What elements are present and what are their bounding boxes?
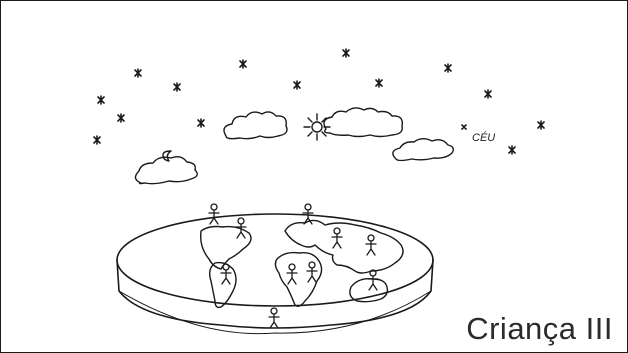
stick-figure-icon xyxy=(221,264,231,284)
stick-figure-icon xyxy=(366,235,376,255)
stick-figure-icon xyxy=(269,308,279,328)
people-group xyxy=(209,204,378,328)
star-icon xyxy=(343,49,349,57)
star-icon xyxy=(174,83,180,91)
cloud-icon xyxy=(393,139,454,161)
star-icon xyxy=(118,114,124,122)
cloud-icon xyxy=(135,157,197,184)
stick-figure-icon xyxy=(209,204,219,224)
star-icon xyxy=(538,121,544,129)
cloud-icon xyxy=(324,108,402,137)
star-icon xyxy=(509,146,515,154)
sky-label: CÉU xyxy=(472,131,495,144)
star-icon xyxy=(376,79,382,87)
drawing-caption: Criança III xyxy=(466,311,613,346)
cloud-icon xyxy=(224,112,287,139)
stars-group xyxy=(94,49,544,154)
star-icon xyxy=(485,90,491,98)
africa-continent xyxy=(275,253,321,307)
star-icon xyxy=(198,119,204,127)
stick-figure-icon xyxy=(332,228,342,248)
stick-figure-icon xyxy=(303,204,313,224)
earth-disc xyxy=(117,214,433,334)
moon-icon xyxy=(163,151,171,161)
stick-figure-icon xyxy=(368,270,378,290)
stick-figure-icon xyxy=(236,218,246,238)
star-icon xyxy=(135,69,141,77)
star-icon xyxy=(94,136,100,144)
star-icon xyxy=(445,64,451,72)
star-icon xyxy=(98,96,104,104)
stick-figure-icon xyxy=(287,264,297,284)
continents-group xyxy=(201,220,403,307)
stick-figure-icon xyxy=(307,262,317,282)
north-america-continent xyxy=(201,227,251,270)
star-icon xyxy=(240,60,246,68)
sun-icon xyxy=(304,114,330,140)
star-icon xyxy=(294,81,300,89)
star-icon xyxy=(462,125,466,129)
south-america-continent xyxy=(210,263,236,308)
europe-asia-continent xyxy=(285,220,403,273)
